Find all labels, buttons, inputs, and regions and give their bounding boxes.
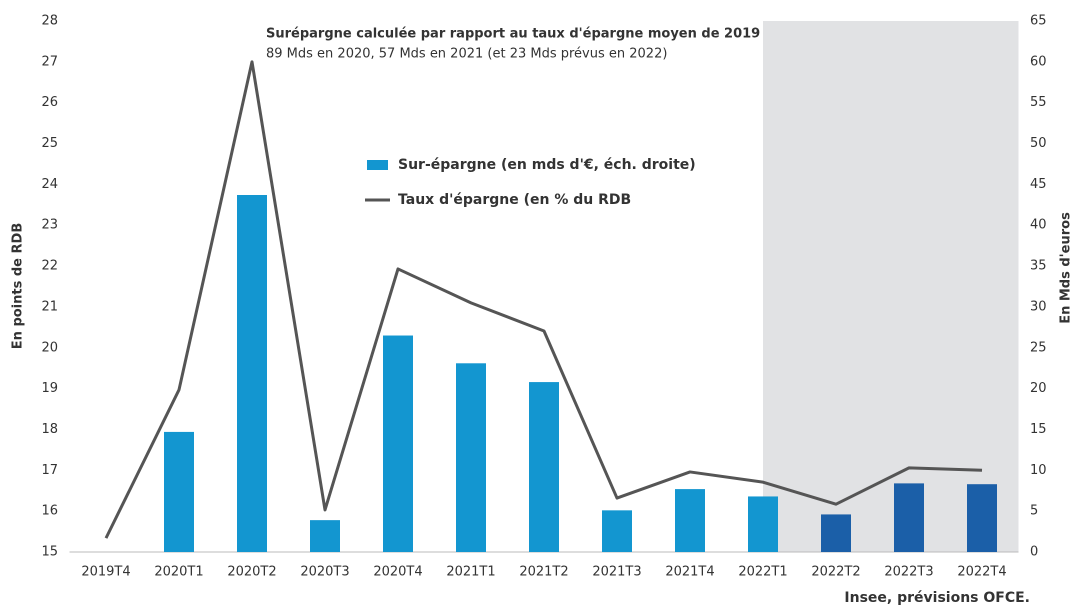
annotation: 89 Mds en 2020, 57 Mds en 2021 (et 23 Md…: [266, 47, 667, 62]
legend-swatch: [367, 160, 388, 170]
x-tick-label: 2019T4: [81, 565, 130, 580]
x-tick-label: 2020T2: [227, 565, 276, 580]
y2-tick-label: 40: [1030, 218, 1047, 233]
bar: [894, 483, 924, 552]
bar: [310, 520, 340, 552]
legend-label: Taux d'épargne (en % du RDB: [398, 192, 631, 208]
y2-tick-label: 10: [1030, 463, 1047, 478]
bar: [675, 489, 705, 552]
bar: [529, 382, 559, 552]
y2-tick-label: 45: [1030, 177, 1047, 192]
x-tick-label: 2020T4: [373, 565, 422, 580]
y-tick-label: 21: [41, 299, 58, 314]
y2-tick-label: 15: [1030, 422, 1047, 437]
x-tick-label: 2022T4: [957, 565, 1006, 580]
y2-tick-label: 25: [1030, 340, 1047, 355]
source: Insee, prévisions OFCE.: [844, 590, 1030, 606]
bar: [748, 496, 778, 552]
y-tick-label: 20: [41, 340, 58, 355]
y-tick-label: 24: [41, 177, 58, 192]
bar: [602, 510, 632, 552]
y2-tick-label: 0: [1030, 545, 1038, 560]
y-tick-label: 15: [41, 545, 58, 560]
y-tick-label: 23: [41, 218, 58, 233]
x-tick-label: 2022T3: [884, 565, 933, 580]
y2-tick-label: 65: [1030, 14, 1047, 29]
bar: [821, 514, 851, 552]
y-tick-label: 17: [41, 463, 58, 478]
annotation-title: Surépargne calculée par rapport au taux …: [266, 27, 760, 42]
bar: [164, 431, 194, 552]
y-tick-label: 27: [41, 54, 58, 69]
y-tick-label: 22: [41, 259, 58, 274]
bar: [383, 335, 413, 552]
line: [104, 60, 983, 539]
y2-tick-label: 20: [1030, 381, 1047, 396]
y-tick-label: 18: [41, 422, 58, 437]
y-axis-label: En points de RDB: [11, 223, 26, 349]
y2-axis-label: En Mds d'euros: [1059, 212, 1074, 324]
x-tick-label: 2022T1: [738, 565, 787, 580]
y-tick-label: 16: [41, 504, 58, 519]
y2-tick-label: 55: [1030, 95, 1047, 110]
y2-tick-label: 35: [1030, 259, 1047, 274]
legend-label: Sur-épargne (en mds d'€, éch. droite): [398, 157, 696, 173]
x-tick-label: 2021T4: [665, 565, 714, 580]
bar: [237, 195, 267, 552]
y2-tick-label: 60: [1030, 54, 1047, 69]
x-tick-label: 2020T1: [154, 565, 203, 580]
y-tick-label: 26: [41, 95, 58, 110]
bar: [456, 363, 486, 552]
x-tick-label: 2021T3: [592, 565, 641, 580]
x-tick-label: 2021T1: [446, 565, 495, 580]
bar: [967, 484, 997, 552]
y2-tick-label: 30: [1030, 299, 1047, 314]
y-tick-label: 19: [41, 381, 58, 396]
x-tick-label: 2020T3: [300, 565, 349, 580]
y2-tick-label: 5: [1030, 504, 1038, 519]
x-tick-label: 2021T2: [519, 565, 568, 580]
forecast-shade: [763, 21, 1019, 552]
x-tick-label: 2022T2: [811, 565, 860, 580]
y-tick-label: 25: [41, 136, 58, 151]
y2-tick-label: 50: [1030, 136, 1047, 151]
y-tick-label: 28: [41, 14, 58, 29]
